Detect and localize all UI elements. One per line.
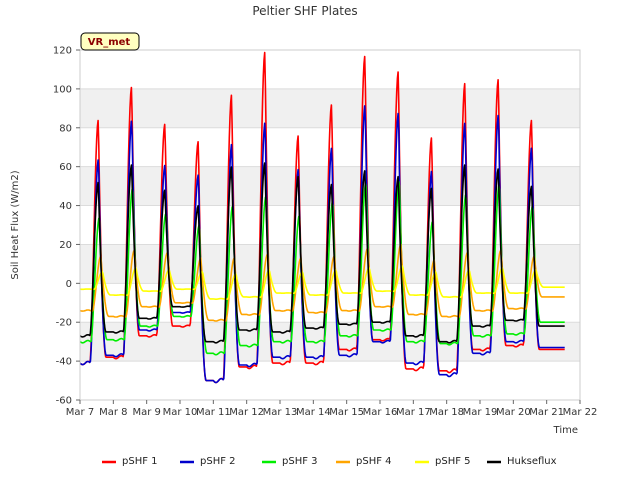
- series-lines: [79, 51, 565, 384]
- x-tick-label: Mar 11: [196, 407, 231, 418]
- y-tick-label: -20: [56, 318, 72, 329]
- series-line-hukseflux: [79, 162, 565, 344]
- x-tick-label: Mar 8: [99, 407, 127, 418]
- legend: pSHF 1 pSHF 2 pSHF 3 pSHF 4 pSHF 5 Hukseflux: [102, 456, 557, 467]
- x-tick-label: Mar 12: [229, 407, 264, 418]
- x-tick-label: Mar 7: [66, 407, 94, 418]
- x-tick-label: Mar 13: [263, 407, 298, 418]
- y-tick-label: 80: [59, 123, 72, 134]
- series-line-pshf-1: [79, 51, 565, 384]
- x-tick-label: Mar 20: [496, 407, 531, 418]
- chart-title: Peltier SHF Plates: [252, 4, 357, 18]
- series-line-pshf-4: [79, 243, 565, 322]
- y-tick-label: 120: [53, 46, 72, 57]
- legend-label: pSHF 3: [282, 456, 318, 467]
- y-axis-title: Soil Heat Flux (W/m2): [10, 170, 21, 279]
- y-tick-label: 40: [59, 201, 72, 212]
- legend-label: Hukseflux: [507, 456, 557, 467]
- x-tick-label: Mar 22: [563, 407, 598, 418]
- series-line-pshf-5: [79, 265, 565, 300]
- x-tick-label: Mar 10: [163, 407, 198, 418]
- x-tick-label: Mar 17: [396, 407, 431, 418]
- x-tick-label: Mar 9: [132, 407, 160, 418]
- x-axis-title: Time: [553, 425, 578, 436]
- y-tick-label: 0: [66, 279, 72, 290]
- x-tick-label: Mar 21: [529, 407, 564, 418]
- y-tick-label: 60: [59, 162, 72, 173]
- y-axis-ticks: -60 -40 -20 0 20 40 60 80 100 120: [53, 46, 80, 407]
- y-band: [80, 50, 580, 89]
- legend-label: pSHF 4: [356, 456, 392, 467]
- x-tick-label: Mar 15: [329, 407, 364, 418]
- y-band: [80, 322, 580, 362]
- legend-label: pSHF 5: [435, 456, 471, 467]
- y-tick-label: -40: [56, 357, 72, 368]
- plot-frame: [79, 49, 581, 401]
- x-tick-label: Mar 14: [296, 407, 331, 418]
- y-tick-label: -60: [56, 396, 72, 407]
- x-tick-label: Mar 19: [463, 407, 498, 418]
- x-tick-label: Mar 18: [429, 407, 464, 418]
- y-tick-label: 100: [53, 84, 72, 95]
- legend-label: pSHF 2: [200, 456, 236, 467]
- badge-label: VR_met: [88, 37, 131, 48]
- series-line-pshf-3: [79, 180, 565, 356]
- station-badge: VR_met: [80, 32, 140, 51]
- legend-label: pSHF 1: [122, 456, 158, 467]
- x-tick-label: Mar 16: [363, 407, 398, 418]
- y-tick-label: 20: [59, 240, 72, 251]
- y-band: [80, 361, 580, 400]
- badge-box: [80, 32, 140, 51]
